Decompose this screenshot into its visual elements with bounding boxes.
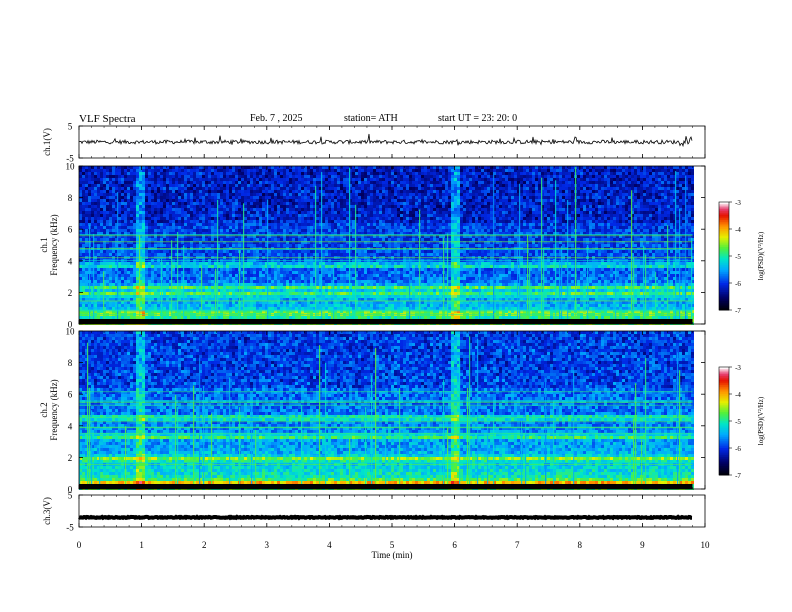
ch1-spectrogram-colorbar-tick: -7 xyxy=(735,307,741,315)
ch1-spectrogram-colorbar xyxy=(719,202,732,311)
ch1-spectrogram-ylabel: Frequency (kHz) xyxy=(49,214,59,275)
ch2-spectrogram-colorbar xyxy=(719,367,732,476)
ch3-waveform-ytick-label: 5 xyxy=(68,491,73,501)
ch2-spectrogram-colorbar-tick: -3 xyxy=(735,364,741,372)
ch1-spectrogram-ytick-label: 8 xyxy=(68,193,73,203)
ch2-spectrogram-ylabel: Frequency (kHz) xyxy=(49,379,59,440)
ch1-spectrogram-colorbar-label: log(PSD)(V²/Hz) xyxy=(757,231,765,280)
ch1-spectrogram-ytick-label: 10 xyxy=(66,162,76,172)
xtick-label: 1 xyxy=(139,540,144,550)
ch3-waveform-ylabel: ch.3(V) xyxy=(42,497,52,525)
ch2-spectrogram xyxy=(79,331,694,490)
ch1-waveform-ytick-label: 5 xyxy=(68,122,73,132)
ch1-spectrogram-colorbar-tick: -3 xyxy=(735,199,741,207)
ch3-waveform-trace xyxy=(79,517,692,518)
xtick-label: 5 xyxy=(390,540,395,550)
ch1-spectrogram-colorbar-tick: -4 xyxy=(735,226,741,234)
ch3-waveform-frame xyxy=(79,495,705,527)
ch1-spectrogram-ytick-label: 6 xyxy=(68,225,73,235)
ch2-spectrogram-ytick-label: 8 xyxy=(68,358,73,368)
xtick-label: 3 xyxy=(265,540,270,550)
ch2-spectrogram-ytick-label: 2 xyxy=(68,453,73,463)
ch1-spectrogram-channel-label: ch.1 xyxy=(39,237,49,252)
xtick-label: 4 xyxy=(327,540,332,550)
ch1-waveform-trace xyxy=(79,134,692,146)
xtick-label: 10 xyxy=(701,540,711,550)
ch1-spectrogram-ytick-label: 4 xyxy=(68,256,73,266)
ch2-spectrogram-ytick-label: 6 xyxy=(68,390,73,400)
ch2-spectrogram-ytick-label: 10 xyxy=(66,327,76,337)
xtick-label: 6 xyxy=(452,540,457,550)
xtick-label: 9 xyxy=(640,540,645,550)
xtick-label: 7 xyxy=(515,540,520,550)
ch2-spectrogram-colorbar-tick: -5 xyxy=(735,418,741,426)
ch2-spectrogram-ytick-label: 4 xyxy=(68,421,73,431)
ch1-spectrogram xyxy=(79,166,694,325)
xaxis-label: Time (min) xyxy=(372,550,413,560)
ch1-spectrogram-colorbar-tick: -5 xyxy=(735,253,741,261)
ch2-spectrogram-channel-label: ch.2 xyxy=(39,402,49,417)
ch2-spectrogram-colorbar-label: log(PSD)(V²/Hz) xyxy=(757,396,765,445)
vlf-plot: 5-5ch.1(V)0246810ch.1 Frequency (kHz)-3-4… xyxy=(0,0,792,612)
ch3-waveform-ytick-label: -5 xyxy=(66,523,74,533)
ch1-waveform-ylabel: ch.1(V) xyxy=(42,128,52,156)
ch1-spectrogram-colorbar-tick: -6 xyxy=(735,280,741,288)
ch1-spectrogram-ytick-label: 2 xyxy=(68,288,73,298)
ch2-spectrogram-colorbar-tick: -7 xyxy=(735,472,741,480)
xtick-label: 0 xyxy=(77,540,82,550)
xtick-label: 8 xyxy=(578,540,583,550)
ch2-spectrogram-colorbar-tick: -4 xyxy=(735,391,741,399)
xtick-label: 2 xyxy=(202,540,207,550)
ch2-spectrogram-colorbar-tick: -6 xyxy=(735,445,741,453)
